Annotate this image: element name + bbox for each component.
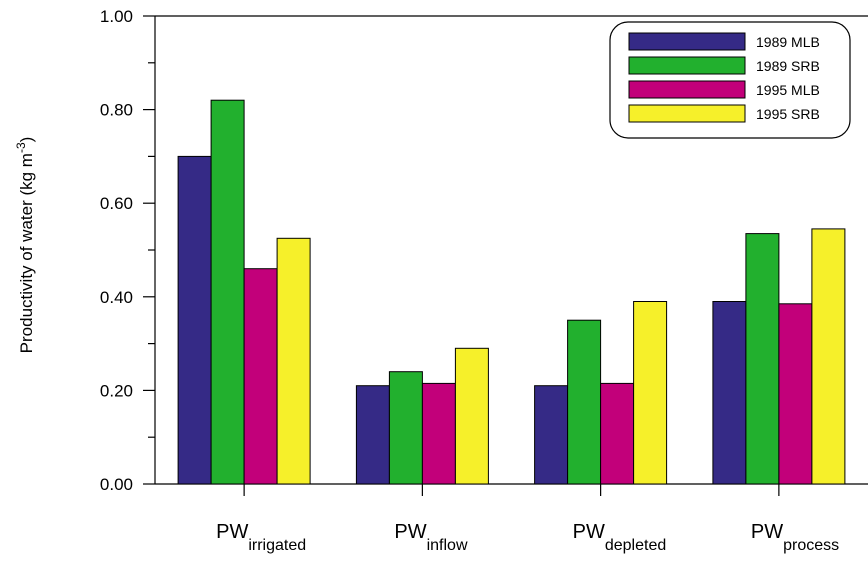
legend-label: 1995 MLB (756, 82, 820, 98)
bars (177, 99, 846, 485)
legend-swatch (628, 32, 746, 51)
x-tick-label: PWirrigated (216, 521, 306, 554)
bar-1989-srb-process (745, 233, 780, 485)
legend-label: 1989 MLB (756, 34, 820, 50)
x-tick-label-main: PW (751, 521, 783, 543)
x-tick-label-sub: irrigated (248, 537, 306, 554)
y-tick-label: 1.00 (100, 7, 133, 26)
bar-1989-mlb-depleted (534, 385, 569, 485)
legend-swatch (628, 104, 746, 123)
bar-1995-srb-inflow (454, 347, 489, 485)
x-tick-label: PWinflow (394, 521, 468, 554)
y-axis-label-text: Productivity of water (kg m (17, 153, 36, 353)
bar-1995-srb-depleted (633, 301, 668, 485)
y-tick-label: 0.80 (100, 101, 133, 120)
bar-1989-srb-inflow (388, 371, 423, 485)
y-ticks: 0.00 0.20 0.40 0.60 0.80 1.00 (100, 7, 155, 494)
legend-label: 1995 SRB (756, 106, 820, 122)
y-tick-label: 0.60 (100, 194, 133, 213)
y-axis-label: Productivity of water (kg m-3) (14, 137, 36, 354)
legend-swatch (628, 56, 746, 75)
x-tick-label-sub: inflow (427, 537, 468, 554)
bar-1989-mlb-inflow (355, 385, 390, 485)
y-axis-label-suffix: ) (17, 137, 36, 143)
bar-1995-mlb-inflow (421, 382, 456, 485)
y-axis-label-sup: -3 (14, 142, 28, 153)
bar-1995-srb-process (811, 228, 846, 485)
x-tick-label: PWdepleted (573, 521, 667, 554)
y-tick-label: 0.00 (100, 475, 133, 494)
bar-1995-srb-irrigated (276, 237, 311, 485)
legend-swatch (628, 80, 746, 99)
x-tick-label-sub: process (783, 537, 839, 554)
x-tick-label: PWprocess (751, 521, 839, 554)
legend-label: 1989 SRB (756, 58, 820, 74)
bar-1989-mlb-process (712, 301, 747, 485)
bar-1989-mlb-irrigated (177, 155, 212, 485)
x-tick-label-main: PW (573, 521, 605, 543)
bar-1989-srb-depleted (567, 319, 602, 485)
y-tick-label: 0.20 (100, 381, 133, 400)
y-tick-label: 0.40 (100, 288, 133, 307)
bar-1995-mlb-depleted (600, 382, 635, 485)
x-tick-label-main: PW (216, 521, 248, 543)
x-tick-label-main: PW (394, 521, 426, 543)
bar-1989-srb-irrigated (210, 99, 245, 485)
legend: 1989 MLB 1989 SRB 1995 MLB 1995 SRB (609, 21, 851, 139)
bar-1995-mlb-process (778, 303, 813, 485)
bar-1995-mlb-irrigated (243, 268, 278, 485)
x-tick-label-sub: depleted (605, 537, 666, 554)
